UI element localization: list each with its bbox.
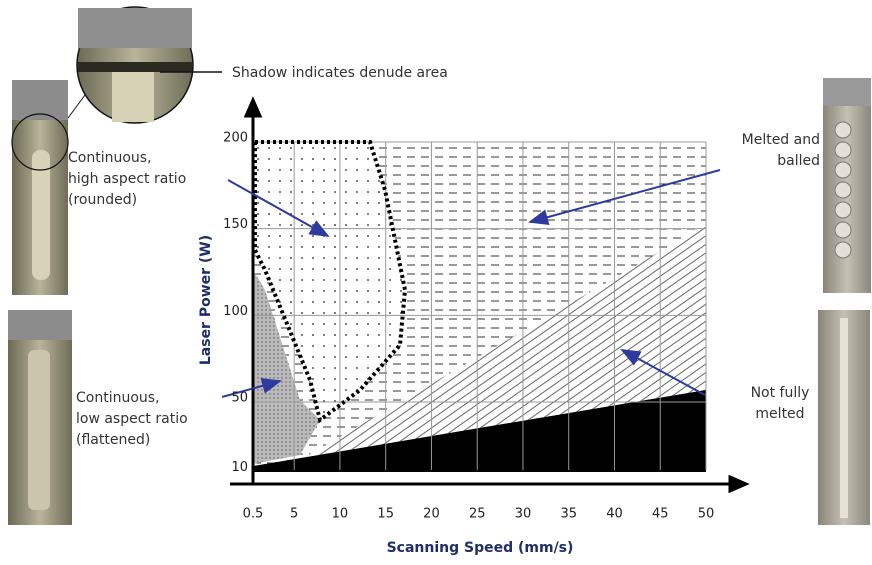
annotation: Continuous, [68,150,152,166]
y-tick-label: 100 [223,304,248,319]
annotation: Shadow indicates denude area [232,65,448,81]
regions [253,142,706,472]
y-tick-label: 200 [223,131,248,146]
annotation: (rounded) [68,192,137,208]
x-tick-label: 40 [606,507,623,522]
x-tick-label: 25 [469,507,486,522]
x-tick-label: 30 [515,507,532,522]
x-axis-title: Scanning Speed (mm/s) [387,540,574,556]
annotation: low aspect ratio [76,411,188,427]
y-tick-label: 50 [231,391,248,406]
x-tick-label: 20 [423,507,440,522]
x-tick-label: 5 [290,507,298,522]
y-axis-title: Laser Power (W) [198,235,214,365]
boundary [253,140,408,424]
annotation: melted [755,406,804,422]
annotation: Melted and [742,132,820,148]
arrows [221,169,721,398]
annotation: (flattened) [76,432,150,448]
x-tick-label: 15 [377,507,394,522]
x-tick-label: 35 [560,507,577,522]
photos [8,6,871,525]
y-tick-label: 10 [231,460,248,475]
annotation: high aspect ratio [68,171,186,187]
x-tick-label: 10 [332,507,349,522]
x-tick-label: 0.5 [243,507,264,522]
y-tick-label: 150 [223,217,248,232]
axes [230,96,750,494]
x-tick-label: 45 [652,507,669,522]
annotation: balled [777,153,820,169]
annotation: Continuous, [76,390,160,406]
x-tick-label: 50 [698,507,715,522]
annotation: Not fully [751,385,810,401]
